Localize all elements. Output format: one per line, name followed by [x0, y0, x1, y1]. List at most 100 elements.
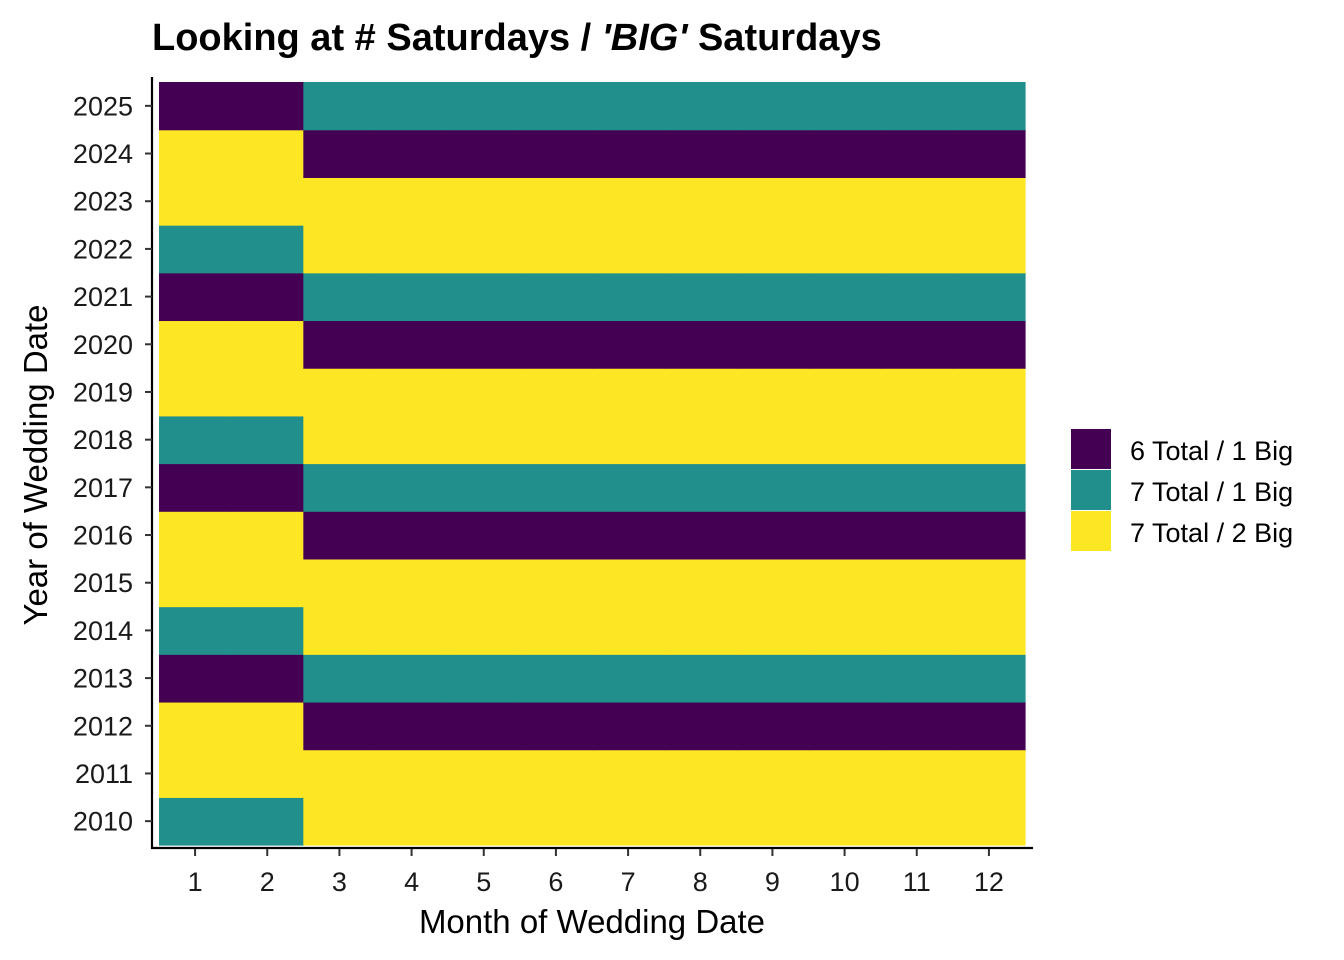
- heatmap-cell-2018-7: [592, 415, 665, 465]
- heatmap-cell-2011-12: [952, 749, 1026, 798]
- heatmap-cell-2024-5: [447, 129, 521, 178]
- heatmap-cell-2012-7: [592, 701, 665, 751]
- heatmap-cell-2022-9: [736, 225, 810, 274]
- legend: 6 Total / 1 Big 7 Total / 1 Big 7 Total / …: [1071, 429, 1293, 551]
- x-tick-label: 3: [332, 867, 347, 897]
- heatmap-cell-2020-5: [447, 320, 521, 369]
- heatmap-cell-2021-8: [664, 272, 737, 322]
- heatmap-cell-2012-11: [880, 701, 954, 751]
- heatmap-cell-2019-4: [375, 368, 449, 417]
- heatmap-cell-2023-7: [592, 177, 665, 226]
- heatmap-cell-2014-5: [447, 606, 521, 655]
- heatmap-cell-2025-6: [519, 82, 593, 131]
- heatmap-cell-2017-7: [592, 463, 665, 512]
- y-tick-label: 2019: [73, 377, 133, 407]
- heatmap-cell-2022-10: [808, 225, 882, 274]
- heatmap-cell-2011-2: [231, 749, 304, 798]
- heatmap-cell-2021-11: [880, 272, 954, 322]
- heatmap-cell-2016-4: [375, 511, 449, 560]
- heatmap-cell-2024-3: [303, 129, 377, 178]
- chart-title-suffix: Saturdays: [687, 17, 881, 59]
- heatmap-cell-2017-10: [808, 463, 882, 512]
- y-tick-label: 2014: [73, 616, 133, 646]
- heatmap-cell-2016-7: [592, 511, 665, 560]
- heatmap-cell-2025-3: [303, 82, 377, 131]
- heatmap-cell-2021-10: [808, 272, 882, 322]
- heatmap-cell-2015-1: [159, 558, 232, 608]
- heatmap-cell-2015-8: [664, 558, 737, 608]
- heatmap-cell-2013-7: [592, 654, 665, 703]
- heatmap-cell-2010-6: [519, 797, 593, 846]
- heatmap-cell-2022-7: [592, 225, 665, 274]
- heatmap-cell-2020-1: [159, 320, 232, 369]
- heatmap-cell-2012-12: [952, 701, 1026, 751]
- heatmap-cell-2010-8: [664, 797, 737, 846]
- heatmap-cell-2015-11: [880, 558, 954, 608]
- x-axis-ticks: 1 2 3 4 5 6 7 8 9 10 11 12: [188, 849, 1004, 897]
- heatmap-cell-2020-10: [808, 320, 882, 369]
- heatmap-cell-2023-4: [375, 177, 449, 226]
- x-tick-label: 7: [621, 867, 636, 897]
- heatmap-cell-2015-9: [736, 558, 810, 608]
- legend-label-7_2: 7 Total / 2 Big: [1130, 518, 1293, 548]
- heatmap-cell-2018-11: [880, 415, 954, 465]
- legend-key-6_1: [1071, 429, 1111, 469]
- heatmap-cell-2018-9: [736, 415, 810, 465]
- heatmap-cell-2011-10: [808, 749, 882, 798]
- heatmap-cell-2011-5: [447, 749, 521, 798]
- y-tick-label: 2024: [73, 139, 133, 169]
- y-axis-ticks: 2010 2011 2012 2013 2014 2015 2016 2017 2018 2019…: [73, 91, 152, 837]
- heatmap-cell-2010-12: [952, 797, 1026, 846]
- chart-title: Looking at # Saturdays / 'BIG' Saturdays: [152, 17, 882, 59]
- heatmap-cell-2017-1: [159, 463, 232, 512]
- x-tick-label: 11: [903, 867, 931, 897]
- heatmap-cell-2019-5: [447, 368, 521, 417]
- heatmap-cell-2015-5: [447, 558, 521, 608]
- heatmap-cell-2011-1: [159, 749, 232, 798]
- heatmap-cell-2014-3: [303, 606, 377, 655]
- heatmap-cell-2019-6: [519, 368, 593, 417]
- heatmap-cell-2010-3: [303, 797, 377, 846]
- heatmap-cell-2020-6: [519, 320, 593, 369]
- heatmap-cell-2013-9: [736, 654, 810, 703]
- heatmap-cell-2011-6: [519, 749, 593, 798]
- heatmap-cell-2020-3: [303, 320, 377, 369]
- heatmap-cell-2015-7: [592, 558, 665, 608]
- heatmap-cell-2019-12: [952, 368, 1026, 417]
- heatmap-cell-2018-5: [447, 415, 521, 465]
- heatmap-cell-2014-9: [736, 606, 810, 655]
- axes: [150, 77, 1033, 850]
- heatmap-cell-2024-11: [880, 129, 954, 178]
- heatmap-cell-2019-11: [880, 368, 954, 417]
- heatmap-cell-2012-5: [447, 701, 521, 751]
- heatmap-cell-2017-9: [736, 463, 810, 512]
- legend-label-6_1: 6 Total / 1 Big: [1130, 436, 1293, 466]
- y-tick-label: 2010: [73, 807, 133, 837]
- heatmap-cell-2019-9: [736, 368, 810, 417]
- heatmap-cell-2018-12: [952, 415, 1026, 465]
- heatmap-cell-2017-2: [231, 463, 304, 512]
- heatmap-cell-2017-3: [303, 463, 377, 512]
- heatmap-cell-2025-7: [592, 82, 665, 131]
- heatmap-cell-2017-5: [447, 463, 521, 512]
- heatmap-cell-2022-6: [519, 225, 593, 274]
- heatmap-cell-2023-9: [736, 177, 810, 226]
- y-tick-label: 2021: [73, 282, 133, 312]
- heatmap-cell-2014-6: [519, 606, 593, 655]
- heatmap-cell-2018-2: [231, 415, 304, 465]
- heatmap-cell-2021-12: [952, 272, 1026, 322]
- heatmap-cell-2024-7: [592, 129, 665, 178]
- heatmap-cell-2021-4: [375, 272, 449, 322]
- heatmap-cell-2010-2: [231, 797, 304, 846]
- heatmap-cell-2013-2: [231, 654, 304, 703]
- heatmap-cell-2013-8: [664, 654, 737, 703]
- heatmap-cell-2015-3: [303, 558, 377, 608]
- heatmap-cell-2022-2: [231, 225, 304, 274]
- heatmap-cell-2020-9: [736, 320, 810, 369]
- heatmap-cell-2016-8: [664, 511, 737, 560]
- heatmap-cell-2021-7: [592, 272, 665, 322]
- heatmap-cell-2022-12: [952, 225, 1026, 274]
- heatmap-cell-2016-3: [303, 511, 377, 560]
- heatmap-cell-2012-1: [159, 701, 232, 751]
- heatmap-cell-2020-4: [375, 320, 449, 369]
